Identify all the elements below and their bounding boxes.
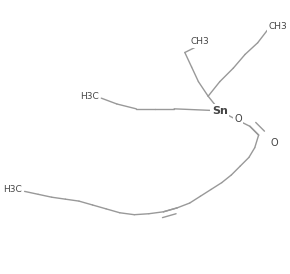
Text: H3C: H3C bbox=[3, 185, 22, 194]
Text: CH3: CH3 bbox=[268, 22, 287, 31]
Text: CH3: CH3 bbox=[191, 37, 210, 46]
Text: H3C: H3C bbox=[80, 92, 98, 101]
Text: Sn: Sn bbox=[212, 106, 228, 116]
Text: O: O bbox=[234, 113, 242, 124]
Text: O: O bbox=[270, 138, 278, 148]
